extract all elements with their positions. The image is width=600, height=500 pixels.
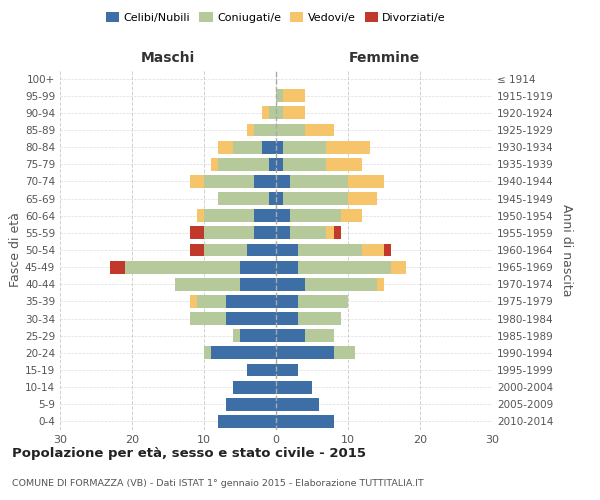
Legend: Celibi/Nubili, Coniugati/e, Vedovi/e, Divorziati/e: Celibi/Nubili, Coniugati/e, Vedovi/e, Di…	[101, 8, 451, 28]
Bar	[247, 124, 254, 136]
Text: Maschi: Maschi	[141, 51, 195, 65]
Bar	[283, 140, 326, 153]
Bar	[110, 260, 125, 274]
Bar	[218, 192, 269, 205]
Bar	[276, 140, 283, 153]
Bar	[334, 346, 355, 360]
Y-axis label: Anni di nascita: Anni di nascita	[560, 204, 573, 296]
Bar	[247, 364, 276, 376]
Bar	[204, 346, 211, 360]
Bar	[283, 90, 305, 102]
Bar	[204, 210, 254, 222]
Bar	[269, 158, 276, 170]
Bar	[283, 106, 305, 120]
Bar	[276, 295, 298, 308]
Bar	[190, 226, 204, 239]
Bar	[341, 210, 362, 222]
Bar	[240, 260, 276, 274]
Bar	[348, 192, 377, 205]
Bar	[290, 175, 348, 188]
Bar	[290, 210, 341, 222]
Bar	[262, 140, 276, 153]
Bar	[254, 226, 276, 239]
Bar	[362, 244, 384, 256]
Bar	[211, 158, 218, 170]
Bar	[290, 226, 326, 239]
Bar	[233, 140, 262, 153]
Bar	[276, 244, 298, 256]
Bar	[262, 106, 269, 120]
Bar	[276, 415, 334, 428]
Bar	[240, 330, 276, 342]
Bar	[204, 244, 247, 256]
Bar	[326, 158, 362, 170]
Bar	[254, 175, 276, 188]
Bar	[384, 244, 391, 256]
Bar	[233, 330, 240, 342]
Bar	[218, 158, 269, 170]
Bar	[276, 175, 290, 188]
Bar	[377, 278, 384, 290]
Bar	[305, 124, 334, 136]
Bar	[391, 260, 406, 274]
Bar	[276, 106, 283, 120]
Bar	[334, 226, 341, 239]
Bar	[276, 380, 312, 394]
Bar	[276, 364, 298, 376]
Bar	[298, 244, 362, 256]
Bar	[348, 175, 384, 188]
Bar	[254, 210, 276, 222]
Bar	[240, 278, 276, 290]
Bar	[276, 398, 319, 410]
Bar	[276, 158, 283, 170]
Bar	[276, 330, 305, 342]
Text: Popolazione per età, sesso e stato civile - 2015: Popolazione per età, sesso e stato civil…	[12, 448, 366, 460]
Bar	[226, 312, 276, 325]
Bar	[204, 226, 254, 239]
Bar	[226, 398, 276, 410]
Bar	[197, 295, 226, 308]
Bar	[298, 312, 341, 325]
Bar	[233, 380, 276, 394]
Bar	[326, 140, 370, 153]
Bar	[276, 90, 283, 102]
Bar	[190, 295, 197, 308]
Bar	[276, 124, 305, 136]
Text: COMUNE DI FORMAZZA (VB) - Dati ISTAT 1° gennaio 2015 - Elaborazione TUTTITALIA.I: COMUNE DI FORMAZZA (VB) - Dati ISTAT 1° …	[12, 479, 424, 488]
Bar	[269, 192, 276, 205]
Bar	[226, 295, 276, 308]
Bar	[283, 192, 348, 205]
Bar	[247, 244, 276, 256]
Bar	[276, 278, 305, 290]
Bar	[283, 158, 326, 170]
Bar	[190, 312, 226, 325]
Bar	[197, 210, 204, 222]
Bar	[190, 175, 204, 188]
Bar	[175, 278, 240, 290]
Bar	[254, 124, 276, 136]
Bar	[218, 415, 276, 428]
Bar	[326, 226, 334, 239]
Bar	[276, 226, 290, 239]
Bar	[276, 210, 290, 222]
Bar	[298, 260, 391, 274]
Bar	[276, 346, 334, 360]
Bar	[298, 295, 348, 308]
Bar	[204, 175, 254, 188]
Bar	[276, 312, 298, 325]
Y-axis label: Fasce di età: Fasce di età	[9, 212, 22, 288]
Bar	[269, 106, 276, 120]
Bar	[211, 346, 276, 360]
Bar	[218, 140, 233, 153]
Bar	[125, 260, 240, 274]
Bar	[190, 244, 204, 256]
Text: Femmine: Femmine	[349, 51, 419, 65]
Bar	[276, 192, 283, 205]
Bar	[276, 260, 298, 274]
Bar	[305, 330, 334, 342]
Bar	[305, 278, 377, 290]
